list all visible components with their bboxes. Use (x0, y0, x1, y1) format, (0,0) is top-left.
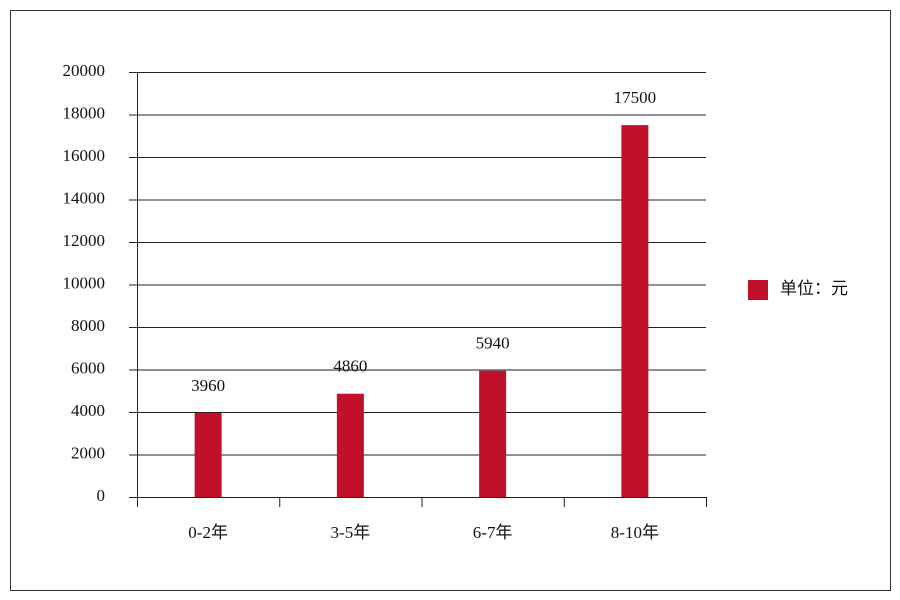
x-tick-label: 0-2年 (188, 523, 228, 542)
y-tick-label: 0 (97, 486, 106, 505)
x-tick-label: 8-10年 (611, 523, 659, 542)
y-tick-label: 20000 (63, 61, 106, 80)
data-label: 17500 (614, 88, 657, 107)
bar (479, 370, 507, 497)
y-tick-label: 16000 (63, 146, 106, 165)
y-tick-label: 10000 (63, 273, 106, 292)
chart-frame (10, 10, 891, 591)
legend-swatch (748, 280, 768, 300)
y-tick-label: 14000 (63, 188, 106, 207)
bar (194, 412, 222, 497)
x-tick-label: 3-5年 (331, 523, 371, 542)
legend-label: 单位：元 (780, 279, 848, 298)
y-tick-label: 8000 (71, 316, 105, 335)
x-tick-label: 6-7年 (473, 523, 513, 542)
data-label: 3960 (191, 376, 225, 395)
bar (336, 393, 364, 497)
data-label: 5940 (476, 334, 510, 353)
y-tick-label: 2000 (71, 443, 105, 462)
y-tick-label: 12000 (63, 231, 106, 250)
y-tick-label: 6000 (71, 358, 105, 377)
bar (621, 125, 649, 497)
y-tick-label: 18000 (63, 103, 106, 122)
y-tick-label: 4000 (71, 401, 105, 420)
data-label: 4860 (333, 357, 367, 376)
